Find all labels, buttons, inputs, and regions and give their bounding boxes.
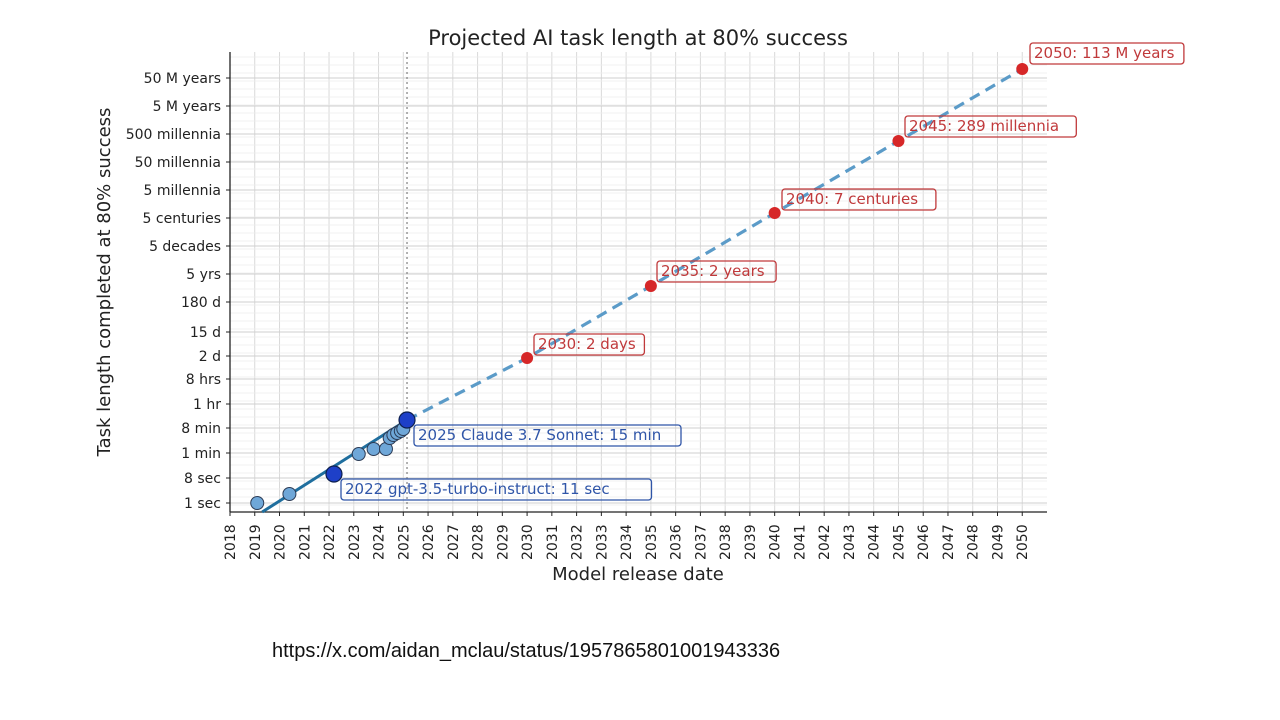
y-tick-label: 50 M years (144, 71, 221, 87)
x-tick-labels: 2018 2019 2020 2021 2022 2023 2024 2025 2026 2027… (223, 512, 1031, 560)
grid-lines (229, 52, 1047, 512)
y-tick-label: 5 decades (149, 239, 221, 255)
projection-point (1016, 63, 1029, 75)
y-tick-label: 15 d (190, 325, 221, 341)
x-tick-label: 2020 (273, 524, 289, 560)
x-tick-label: 2049 (990, 524, 1006, 560)
highlight-label-claude37-box (413, 424, 682, 447)
projection-label: 2035: 2 years (661, 262, 765, 280)
y-axis-label: Task length completed at 80% success (94, 108, 115, 458)
projection-point (521, 352, 534, 364)
y-tick-label: 1 hr (193, 397, 221, 413)
x-tick-label: 2043 (842, 524, 858, 560)
y-tick-label: 8 hrs (186, 372, 221, 388)
highlight-label-gpt35: 2022 gpt-3.5-turbo-instruct: 11 sec (345, 480, 610, 498)
x-tick-label: 2033 (594, 524, 610, 560)
projection-label-box (656, 260, 777, 283)
y-tick-label: 5 centuries (143, 211, 221, 227)
x-tick-label: 2027 (446, 524, 462, 560)
highlight-label-claude37: 2025 Claude 3.7 Sonnet: 15 min (418, 426, 661, 444)
x-tick-label: 2028 (471, 524, 487, 560)
highlight-point-gpt35 (325, 465, 343, 483)
y-tick-label: 2 d (199, 349, 221, 365)
y-tick-label: 1 min (181, 446, 221, 462)
x-tick-label: 2018 (223, 524, 239, 560)
projection-line-dashed (406, 67, 1024, 422)
x-tick-label: 2044 (867, 524, 883, 560)
highlight-point-claude37 (398, 411, 416, 429)
chart-title: Projected AI task length at 80% success (428, 26, 848, 50)
x-axis-label: Model release date (552, 564, 724, 585)
observed-point (351, 447, 366, 461)
x-tick-label: 2046 (916, 524, 932, 560)
x-tick-label: 2029 (495, 524, 511, 560)
observed-point (250, 496, 265, 510)
y-tick-label: 50 millennia (135, 155, 221, 171)
x-tick-label: 2032 (570, 524, 586, 560)
source-url: https://x.com/aidan_mclau/status/1957865… (272, 640, 781, 662)
observed-point (366, 442, 381, 456)
x-tick-label: 2026 (421, 524, 437, 560)
x-tick-label: 2019 (248, 524, 264, 560)
y-tick-label: 5 M years (153, 99, 221, 115)
x-tick-label: 2048 (966, 524, 982, 560)
x-tick-label: 2035 (644, 524, 660, 560)
x-tick-label: 2047 (941, 524, 957, 560)
y-tick-label: 500 millennia (126, 127, 221, 143)
x-tick-label: 2037 (693, 524, 709, 560)
projection-label-box (533, 333, 646, 356)
x-tick-label: 2050 (1015, 524, 1031, 560)
x-tick-label: 2036 (669, 524, 685, 560)
y-tick-label: 8 min (181, 421, 221, 437)
y-tick-labels: 1 sec 8 sec 1 min 8 min 1 hr 8 hrs 2 d 15 d 180 … (126, 71, 230, 512)
x-tick-label: 2024 (372, 524, 388, 560)
projection-point (768, 207, 781, 219)
x-tick-label: 2025 (396, 524, 412, 560)
axes (229, 52, 1047, 513)
x-tick-label: 2030 (520, 524, 536, 560)
y-tick-label: 8 sec (184, 471, 221, 487)
y-tick-label: 5 millennia (144, 183, 222, 199)
projection-label: 2040: 7 centuries (786, 190, 918, 208)
y-tick-label: 1 sec (184, 496, 221, 512)
x-tick-label: 2023 (347, 524, 363, 560)
x-tick-label: 2040 (768, 524, 784, 560)
x-tick-label: 2022 (322, 524, 338, 560)
projection-label-box (1029, 42, 1185, 65)
x-tick-label: 2045 (891, 524, 907, 560)
y-tick-label: 5 yrs (186, 267, 221, 283)
x-tick-label: 2034 (619, 524, 635, 560)
projection-point (892, 135, 905, 147)
projection-label-box (781, 188, 937, 211)
x-tick-label: 2031 (545, 524, 561, 560)
projection-label: 2050: 113 M years (1034, 44, 1175, 62)
projection-point (644, 280, 657, 292)
projection-label-box (904, 115, 1077, 138)
highlight-label-gpt35-box (340, 478, 653, 501)
data-points (250, 63, 1029, 510)
x-tick-label: 2021 (297, 524, 313, 560)
y-tick-label: 180 d (181, 295, 221, 311)
x-tick-label: 2039 (743, 524, 759, 560)
x-tick-label: 2042 (817, 524, 833, 560)
projection-label: 2045: 289 millennia (909, 117, 1059, 135)
x-tick-label: 2041 (792, 524, 808, 560)
projection-label: 2030: 2 days (538, 335, 636, 353)
x-tick-label: 2038 (718, 524, 734, 560)
point-annotations: 2022 gpt-3.5-turbo-instruct: 11 sec 2025 … (340, 42, 1185, 501)
observed-point (282, 487, 297, 501)
